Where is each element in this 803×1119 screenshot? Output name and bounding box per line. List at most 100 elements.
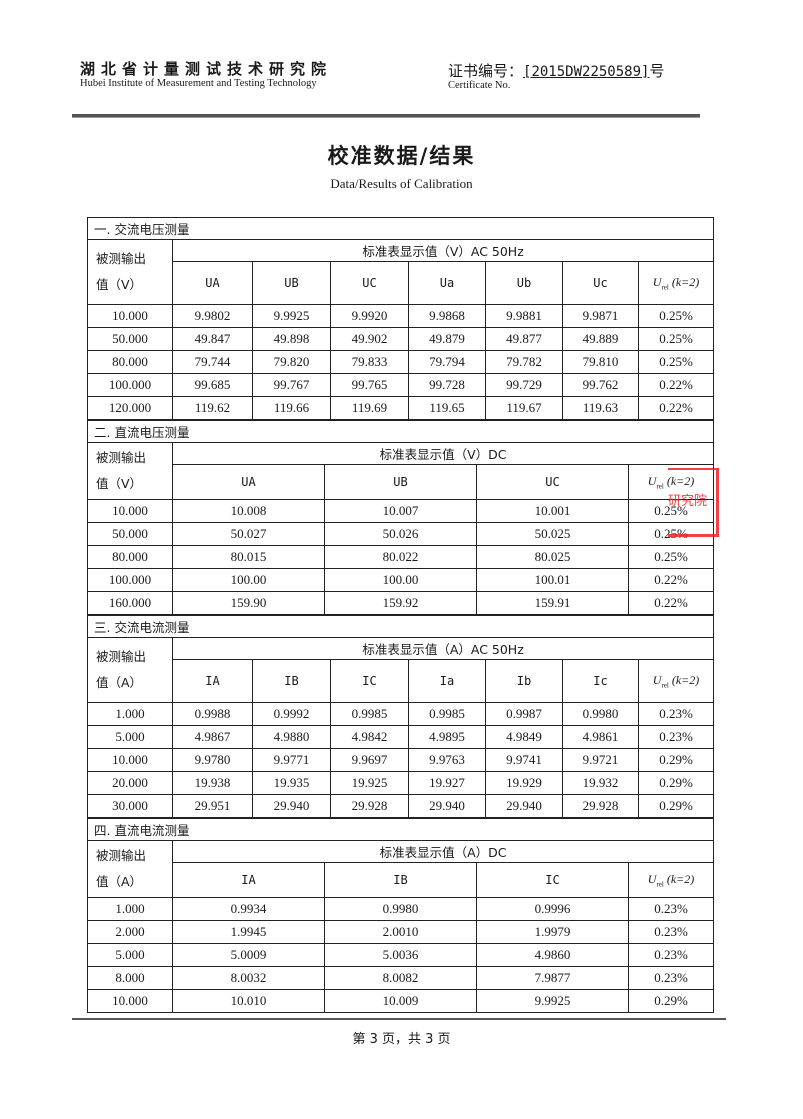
uncertainty-suffix: (k=2) <box>663 474 695 489</box>
reading-cell: 79.782 <box>485 350 563 374</box>
table-row: 2.000 1.9945 2.0010 1.9979 0.23% <box>87 920 715 944</box>
measured-output-header: 被测输出 值（V） <box>87 442 173 500</box>
reading-cell: 99.728 <box>408 373 486 397</box>
reading-cell: 0.9987 <box>485 702 563 726</box>
reading-cell: 49.879 <box>408 327 486 351</box>
uncertainty-cell: 0.25% <box>627 522 715 546</box>
reading-cell: 0.9985 <box>330 702 409 726</box>
section-table: 三. 交流电流测量 被测输出 值（A） 标准表显示值（A）AC 50Hz IA IB IC I… <box>86 615 715 818</box>
reading-cell: 79.833 <box>330 350 409 374</box>
uncertainty-cell: 0.25% <box>637 304 715 328</box>
reading-cell: 159.91 <box>476 591 629 615</box>
uncertainty-cell: 0.23% <box>627 897 715 921</box>
section-title: 二. 直流电压测量 <box>86 420 715 443</box>
table-row: 80.000 80.015 80.022 80.025 0.25% <box>87 545 715 569</box>
section-title: 四. 直流电流测量 <box>86 818 715 841</box>
uncertainty-cell: 0.25% <box>627 545 715 569</box>
measured-output-header-line1: 被测输出 <box>96 450 147 465</box>
reading-cell: 119.62 <box>172 396 253 420</box>
reading-cell: 29.940 <box>252 794 331 818</box>
table-row: 10.000 9.9780 9.9771 9.9697 9.9763 9.9741 9.97… <box>87 748 715 772</box>
reading-cell: 99.729 <box>485 373 563 397</box>
header-row: 被测输出 值（V） 标准表显示值（V）DC <box>87 442 715 500</box>
measured-output-cell: 30.000 <box>87 794 173 818</box>
reading-cell: 1.9979 <box>476 920 629 944</box>
uncertainty-cell: 0.25% <box>627 499 715 523</box>
institute-name-cn: 湖北省计量测试技术研究院 <box>80 60 333 78</box>
reading-cell: 9.9925 <box>476 989 629 1013</box>
uncertainty-symbol: U <box>647 474 657 489</box>
measured-output-cell: 1.000 <box>87 897 173 921</box>
uncertainty-symbol: U <box>652 673 662 688</box>
measured-output-header-line2: 值（A） <box>96 675 143 690</box>
reading-cell: 1.9945 <box>172 920 325 944</box>
reading-cell: 9.9721 <box>562 748 639 772</box>
table-row: 160.000 159.90 159.92 159.91 0.22% <box>87 591 715 615</box>
measured-output-cell: 2.000 <box>87 920 173 944</box>
table-row: 10.000 10.010 10.009 9.9925 0.29% <box>87 989 715 1013</box>
column-header-ua: UA <box>172 464 325 500</box>
certificate-number: [2015DW2250589] <box>523 64 650 80</box>
measured-output-cell: 1.000 <box>87 702 173 726</box>
reading-cell: 8.0082 <box>324 966 477 990</box>
reading-cell: 79.810 <box>562 350 639 374</box>
uncertainty-header: Urel (k=2) <box>637 261 715 305</box>
measured-output-cell: 160.000 <box>87 591 173 615</box>
reading-cell: 99.767 <box>252 373 331 397</box>
reading-cell: 0.9996 <box>476 897 629 921</box>
uncertainty-subscript: rel <box>656 482 664 491</box>
table-row: 5.000 4.9867 4.9880 4.9842 4.9895 4.9849 4.986… <box>87 725 715 749</box>
reading-cell: 0.9985 <box>408 702 486 726</box>
reading-cell: 9.9871 <box>562 304 639 328</box>
section-title: 三. 交流电流测量 <box>86 615 715 638</box>
reading-cell: 5.0009 <box>172 943 325 967</box>
table-row: 50.000 50.027 50.026 50.025 0.25% <box>87 522 715 546</box>
reading-cell: 19.935 <box>252 771 331 795</box>
reading-cell: 49.902 <box>330 327 409 351</box>
measured-output-header: 被测输出 值（A） <box>87 840 173 898</box>
table-row: 120.000 119.62 119.66 119.69 119.65 119.67 119… <box>87 396 715 420</box>
reading-cell: 10.009 <box>324 989 477 1013</box>
reading-cell: 4.9861 <box>562 725 639 749</box>
certificate-suffix: 号 <box>649 62 665 80</box>
reading-cell: 0.9992 <box>252 702 331 726</box>
table-row: 100.000 99.685 99.767 99.765 99.728 99.729 99.… <box>87 373 715 397</box>
column-header-uc: Uc <box>562 261 639 305</box>
reading-cell: 4.9880 <box>252 725 331 749</box>
measured-output-cell: 5.000 <box>87 943 173 967</box>
reading-cell: 99.765 <box>330 373 409 397</box>
reading-cell: 9.9802 <box>172 304 253 328</box>
measured-output-cell: 5.000 <box>87 725 173 749</box>
column-header-uc: UC <box>330 261 409 305</box>
uncertainty-cell: 0.23% <box>627 943 715 967</box>
table-row: 20.000 19.938 19.935 19.925 19.927 19.929 19.9… <box>87 771 715 795</box>
column-header-ic: IC <box>476 862 629 898</box>
reading-cell: 49.889 <box>562 327 639 351</box>
measured-output-header: 被测输出 值（A） <box>87 637 173 703</box>
column-header-ua: Ua <box>408 261 486 305</box>
table-row: 1.000 0.9988 0.9992 0.9985 0.9985 0.9987 0.998… <box>87 702 715 726</box>
column-header-ua: UA <box>172 261 253 305</box>
column-header-ic: IC <box>330 659 409 703</box>
footer-divider <box>72 1018 726 1020</box>
standard-reading-header: 标准表显示值（V）AC 50Hz <box>171 239 715 262</box>
uncertainty-header: Urel (k=2) <box>637 659 715 703</box>
reading-cell: 0.9980 <box>324 897 477 921</box>
measured-output-header-line1: 被测输出 <box>96 251 147 266</box>
uncertainty-cell: 0.29% <box>637 771 715 795</box>
reading-cell: 29.940 <box>408 794 486 818</box>
uncertainty-suffix: (k=2) <box>668 673 700 688</box>
certificate-label-cn: 证书编号： <box>448 62 524 80</box>
reading-cell: 79.794 <box>408 350 486 374</box>
column-header-ia: IA <box>172 659 253 703</box>
reading-cell: 10.001 <box>476 499 629 523</box>
uncertainty-cell: 0.23% <box>637 702 715 726</box>
reading-cell: 19.929 <box>485 771 563 795</box>
page-subtitle: Data/Results of Calibration <box>330 176 473 191</box>
column-header-row: IA IB IC Urel (k=2) <box>88 862 715 898</box>
measured-output-header-line2: 值（V） <box>96 277 143 292</box>
uncertainty-cell: 0.22% <box>637 373 715 397</box>
reading-cell: 0.9934 <box>172 897 325 921</box>
reading-cell: 119.66 <box>252 396 331 420</box>
reading-cell: 4.9842 <box>330 725 409 749</box>
